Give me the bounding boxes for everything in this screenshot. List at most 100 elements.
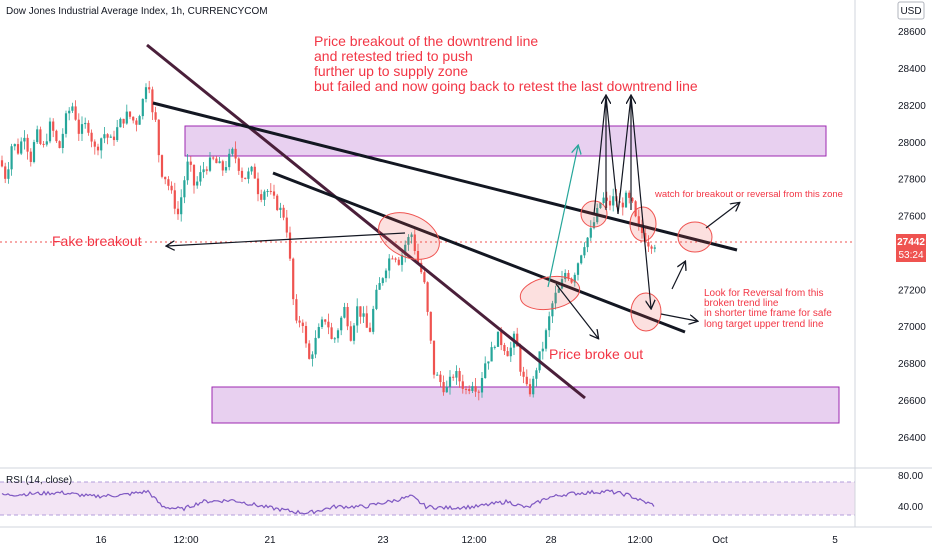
candle-body: [125, 111, 128, 124]
top-note-line-1: Price breakout of the downtrend line: [314, 33, 538, 49]
rsi-tick-80: 80.00: [898, 471, 923, 482]
top-note: Price breakout of the downtrend line and…: [314, 33, 698, 94]
candle-body: [349, 326, 352, 341]
candle-body: [528, 384, 532, 395]
upper-downtrend-line[interactable]: [152, 101, 738, 252]
candle-body: [621, 202, 624, 208]
candle-body: [228, 153, 231, 168]
candle-body: [68, 110, 71, 114]
candle-body: [461, 381, 464, 389]
reversal-note-line-3: in shorter time frame for safe: [704, 308, 832, 319]
candle-body: [388, 258, 391, 271]
demand-zone[interactable]: [211, 386, 840, 424]
candle-body: [327, 321, 330, 328]
fake-breakout-label: Fake breakout: [52, 233, 142, 249]
rsi-label: RSI (14, close): [6, 475, 72, 486]
candle-body: [343, 306, 346, 318]
candle-body: [77, 119, 80, 134]
currency-badge-box[interactable]: [897, 1, 925, 20]
candle-body: [90, 132, 93, 142]
candle-body: [490, 347, 493, 362]
candle-body: [644, 233, 647, 243]
candle-body: [260, 194, 263, 200]
candle-body: [13, 144, 16, 147]
price-tick-label: 27800: [898, 175, 926, 186]
candle-body: [279, 207, 282, 210]
candle-body: [314, 337, 317, 355]
candle-body: [0, 160, 4, 167]
candle-body: [612, 196, 615, 206]
candle-body: [231, 148, 234, 154]
candle-body: [266, 190, 269, 192]
candle-body: [167, 179, 170, 186]
candle-body: [4, 166, 7, 179]
candle-body: [400, 255, 404, 265]
candle-body: [119, 118, 122, 128]
candle-body: [423, 272, 426, 283]
candle-body: [608, 200, 612, 206]
supply-zone[interactable]: [184, 125, 827, 157]
top-note-line-3: further up to supply zone: [314, 63, 468, 79]
candle-body: [637, 216, 640, 225]
candle-body: [109, 136, 112, 138]
candle-body: [474, 386, 477, 392]
steep-downtrend-line[interactable]: [146, 43, 586, 400]
candle-body: [458, 371, 461, 382]
candle-body: [298, 320, 301, 323]
candle-body: [48, 121, 52, 142]
candle-body: [599, 203, 602, 208]
candle-body: [74, 106, 77, 120]
candle-body: [272, 191, 276, 196]
candle-body: [426, 282, 429, 312]
candle-body: [650, 246, 653, 249]
candle-body: [7, 169, 10, 179]
candle-body: [509, 347, 512, 357]
candle-body: [541, 348, 544, 352]
candle-body: [356, 306, 359, 326]
candle-body: [288, 232, 292, 259]
candle-body: [84, 122, 87, 125]
candle-body: [100, 138, 103, 151]
candle-body: [180, 197, 183, 215]
reversal-note: Look for Reversal from this broken trend…: [704, 288, 835, 330]
candle-body: [394, 258, 397, 260]
rsi-tick-40: 40.00: [898, 502, 923, 513]
candle-body: [468, 389, 471, 391]
time-tick-label: Oct: [712, 535, 728, 546]
candle-body: [295, 299, 298, 321]
candle-body: [199, 172, 202, 182]
candle-body: [324, 319, 327, 322]
candle-body: [631, 197, 634, 202]
time-tick-label: 28: [545, 535, 557, 546]
candle-body: [506, 351, 509, 357]
candle-body: [359, 306, 362, 317]
price-tick-label: 26400: [898, 433, 926, 444]
candle-body: [336, 330, 340, 339]
candle-body: [477, 391, 480, 393]
candle-body: [58, 141, 61, 148]
candle-body: [352, 325, 356, 341]
candle-body: [39, 129, 42, 144]
candle-body: [544, 330, 548, 349]
candle-body: [176, 208, 180, 215]
candle-body: [640, 224, 644, 234]
candle-body: [455, 371, 458, 378]
candle-body: [183, 180, 186, 198]
candle-body: [240, 170, 244, 178]
candle-body: [378, 283, 381, 290]
candle-body: [583, 247, 586, 256]
price-tick-label: 28400: [898, 64, 926, 75]
time-tick-label: 12:00: [461, 535, 486, 546]
top-note-line-4: but failed and now going back to retest …: [314, 78, 698, 94]
reversal-up-arrow: [671, 262, 685, 290]
lower-downtrend-line[interactable]: [272, 171, 686, 334]
time-tick-label: 23: [377, 535, 389, 546]
candle-body: [138, 116, 141, 125]
candle-body: [42, 143, 45, 145]
candle-body: [208, 157, 212, 171]
candle-body: [192, 164, 196, 186]
candle-body: [516, 333, 519, 347]
candle-body: [554, 292, 557, 304]
candle-body: [496, 331, 500, 347]
candle-body: [532, 378, 535, 395]
